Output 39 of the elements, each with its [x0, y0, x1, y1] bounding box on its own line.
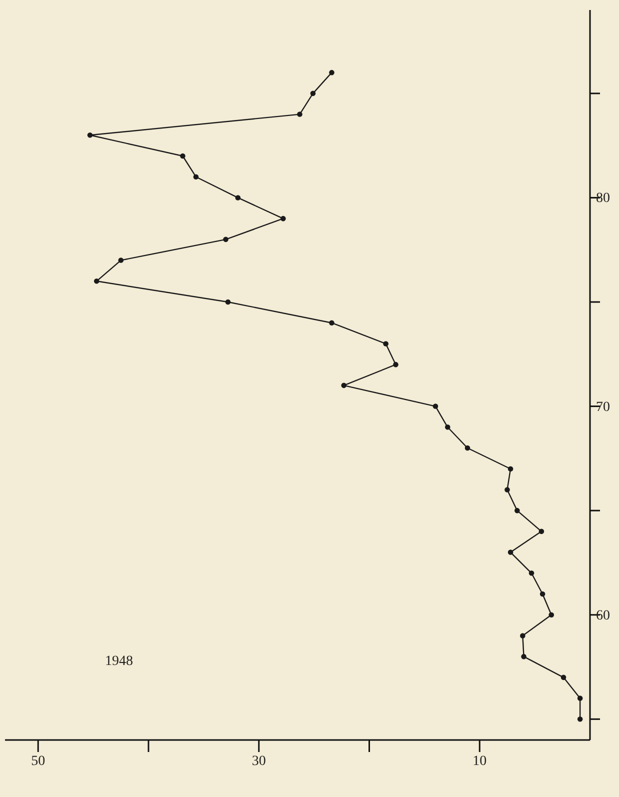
point	[297, 112, 302, 117]
point	[118, 258, 124, 263]
point	[508, 550, 514, 555]
y-tick-label: 80	[596, 191, 610, 206]
point	[310, 90, 316, 96]
point	[180, 153, 186, 159]
annotation: 1948	[105, 654, 133, 669]
point	[341, 382, 347, 388]
point	[444, 424, 450, 430]
point	[577, 696, 583, 701]
point	[521, 654, 526, 660]
point	[432, 404, 438, 409]
point	[560, 674, 566, 680]
y-tick-label: 70	[596, 400, 610, 415]
point	[508, 466, 514, 472]
point	[329, 320, 334, 326]
point	[540, 591, 546, 597]
point	[504, 487, 510, 492]
point	[383, 341, 388, 346]
y-tick-label: 60	[596, 608, 610, 624]
point	[514, 508, 520, 514]
point	[94, 278, 100, 284]
point	[87, 132, 93, 138]
point	[538, 528, 544, 534]
point	[280, 216, 286, 222]
point	[393, 362, 398, 368]
point	[548, 612, 554, 618]
x-tick-label: 10	[472, 754, 487, 769]
point	[223, 236, 228, 242]
point	[235, 195, 241, 200]
point	[225, 299, 231, 305]
point	[193, 174, 199, 180]
point	[464, 445, 470, 451]
point	[528, 570, 534, 576]
point	[577, 716, 583, 722]
point	[329, 70, 334, 76]
x-tick-label: 50	[31, 754, 46, 769]
point	[520, 633, 526, 638]
x-tick-label: 30	[252, 754, 266, 769]
